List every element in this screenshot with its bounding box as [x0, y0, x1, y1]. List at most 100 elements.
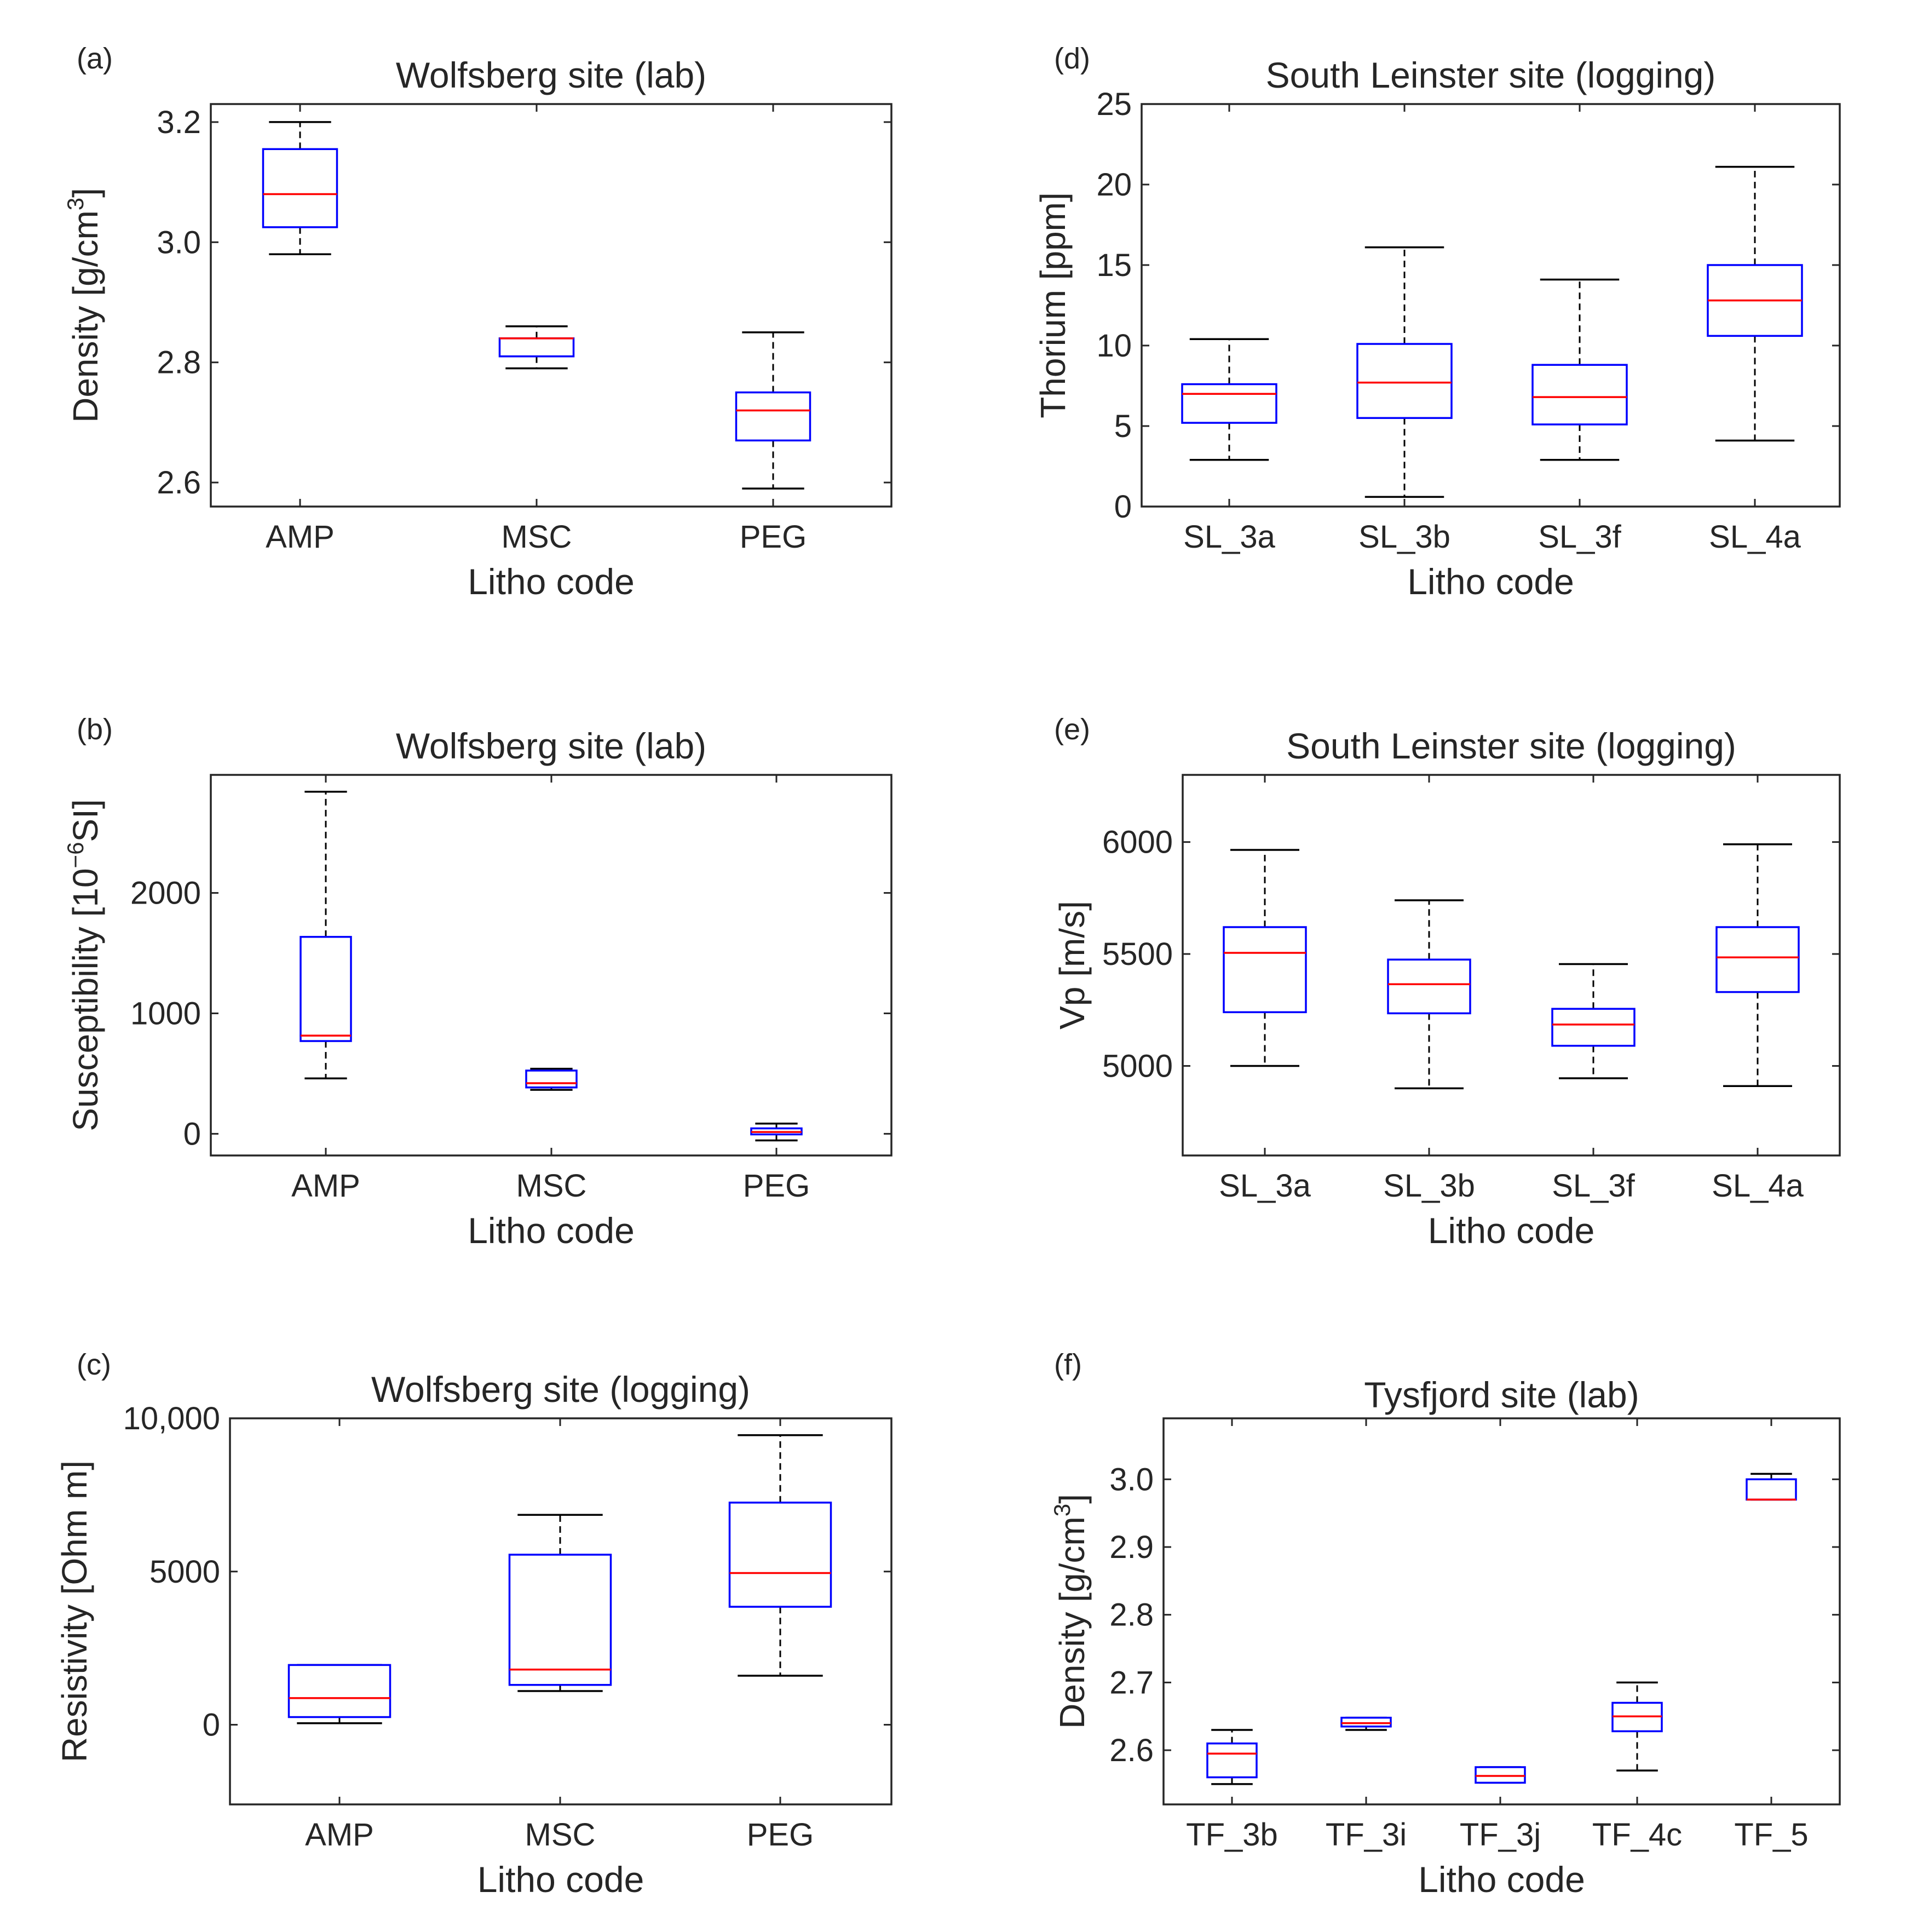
iqr-box: [1551, 1008, 1636, 1047]
x-axis-label-e: Litho code: [1428, 1210, 1595, 1251]
iqr-box: [262, 148, 338, 228]
box-SL_3a: [1181, 338, 1277, 461]
y-tick-label: 0: [203, 1707, 220, 1743]
x-tick-label: PEG: [743, 1168, 810, 1204]
y-axis-label-b: Susceptibility [10−6SI]: [62, 799, 105, 1131]
x-tick-label: PEG: [740, 519, 807, 555]
y-tick-label: 2.8: [1109, 1597, 1154, 1633]
panel-label-c: (c): [77, 1348, 111, 1381]
iqr-box: [728, 1502, 832, 1608]
chart-title-d: South Leinster site (logging): [1266, 55, 1716, 95]
panel-e: (e) South Leinster site (logging) 5000 5500…: [1052, 713, 1841, 1251]
x-tick-label: SL_4a: [1712, 1168, 1804, 1204]
x-tick-label: MSC: [516, 1168, 587, 1204]
box-AMP: [262, 121, 338, 256]
y-tick-label: 2.8: [157, 345, 201, 381]
iqr-box: [1340, 1716, 1392, 1728]
box-SL_3f: [1551, 963, 1636, 1079]
y-tick-label: 5: [1114, 409, 1132, 444]
y-axis-label-superscript: 3: [62, 198, 88, 210]
iqr-box: [498, 337, 575, 358]
y-axis-label-text: Susceptibility [10: [66, 868, 105, 1131]
y-tick-label: 2.7: [1109, 1665, 1154, 1700]
y-tick-label: 3.0: [157, 225, 201, 260]
x-tick-label: TF_3j: [1460, 1817, 1541, 1853]
iqr-box: [1223, 926, 1307, 1014]
x-tick-label: PEG: [747, 1817, 814, 1853]
panel-b: (b) Wolfsberg site (lab) 0 1000 2000 AMP MSC PE…: [62, 713, 892, 1251]
iqr-box: [1531, 364, 1628, 426]
x-tick-label: AMP: [305, 1817, 374, 1853]
y-tick-label: 0: [1114, 489, 1132, 525]
chart-title-c: Wolfsberg site (logging): [371, 1369, 750, 1410]
y-tick-label: 1000: [130, 996, 201, 1031]
x-tick-label: SL_4a: [1709, 519, 1801, 555]
box-AMP: [287, 1664, 391, 1724]
box-PEG: [735, 331, 811, 490]
x-tick-label: TF_3b: [1186, 1817, 1278, 1853]
x-tick-label: TF_4c: [1592, 1817, 1682, 1853]
iqr-box: [508, 1554, 612, 1686]
x-tick-label: SL_3b: [1358, 519, 1450, 555]
y-axis-label-a: Density [g/cm3]: [62, 188, 105, 423]
x-axis-label-d: Litho code: [1407, 561, 1574, 602]
box-TF_3j: [1475, 1766, 1526, 1784]
box-MSC: [525, 1067, 578, 1091]
iqr-box: [1206, 1742, 1258, 1779]
panel-c: (c) Wolfsberg site (logging) 0 5000 10,000 AM…: [55, 1348, 892, 1900]
plot-frame-d: [1141, 103, 1841, 508]
plot-frame-e: [1182, 774, 1841, 1157]
box-TF_3i: [1340, 1716, 1392, 1731]
box-AMP: [300, 791, 352, 1079]
y-axis-label-c: Resistivity [Ohm m]: [55, 1461, 94, 1762]
x-tick-label: SL_3a: [1219, 1168, 1311, 1204]
x-axis-label-c: Litho code: [477, 1859, 644, 1900]
y-axis-label-text: Resistivity [Ohm m]: [55, 1461, 94, 1762]
y-tick-label: 2.6: [157, 465, 201, 501]
y-axis-label-d: Thorium [ppm]: [1033, 192, 1073, 418]
y-axis-label-end: ]: [66, 188, 105, 198]
plot-frame-f: [1162, 1417, 1841, 1806]
y-tick-label: 2000: [130, 876, 201, 911]
x-axis-label-b: Litho code: [468, 1210, 635, 1251]
y-axis-label-text: Density [g/cm: [1052, 1516, 1092, 1729]
chart-title-b: Wolfsberg site (lab): [396, 726, 706, 766]
iqr-box: [735, 391, 811, 442]
y-tick-label: 5000: [149, 1554, 220, 1590]
y-axis-label-f: Density [g/cm3]: [1049, 1494, 1092, 1729]
x-tick-label: MSC: [525, 1817, 596, 1853]
y-tick-label: 5000: [1102, 1048, 1173, 1084]
box-SL_3b: [1387, 899, 1471, 1090]
box-TF_4c: [1611, 1681, 1663, 1772]
x-tick-label: AMP: [266, 519, 335, 555]
panel-label-d: (d): [1054, 42, 1090, 75]
x-axis-label-a: Litho code: [468, 561, 635, 602]
x-tick-label: AMP: [291, 1168, 360, 1204]
y-axis-label-text: Density [g/cm: [66, 210, 105, 423]
panel-label-f: (f): [1054, 1348, 1082, 1381]
box-PEG: [728, 1434, 832, 1677]
panel-f: (f) Tysfjord site (lab) 2.6 2.7 2.8 2.9 3.0 TF_…: [1049, 1348, 1841, 1900]
box-MSC: [508, 1514, 612, 1692]
box-SL_4a: [1707, 165, 1803, 442]
panel-d: (d) South Leinster site (logging) 0 5 10 15 20…: [1033, 42, 1841, 602]
panel-label-a: (a): [77, 42, 113, 75]
box-PEG: [750, 1122, 803, 1142]
y-tick-label: 20: [1096, 167, 1132, 203]
panel-label-e: (e): [1054, 713, 1090, 746]
x-tick-label: SL_3a: [1183, 519, 1275, 555]
iqr-box: [1715, 926, 1800, 993]
chart-title-e: South Leinster site (logging): [1286, 726, 1736, 766]
iqr-box: [1475, 1766, 1526, 1784]
x-axis-label-f: Litho code: [1418, 1859, 1585, 1900]
iqr-box: [525, 1070, 578, 1089]
box-SL_3f: [1531, 278, 1628, 461]
y-tick-label: 10: [1096, 328, 1132, 364]
panel-label-b: (b): [77, 713, 113, 746]
y-tick-label: 3.0: [1109, 1462, 1154, 1497]
x-tick-label: TF_5: [1734, 1817, 1808, 1853]
y-tick-label: 3.2: [157, 105, 201, 140]
y-tick-label: 0: [183, 1116, 201, 1152]
plot-frame-a: [210, 103, 892, 508]
